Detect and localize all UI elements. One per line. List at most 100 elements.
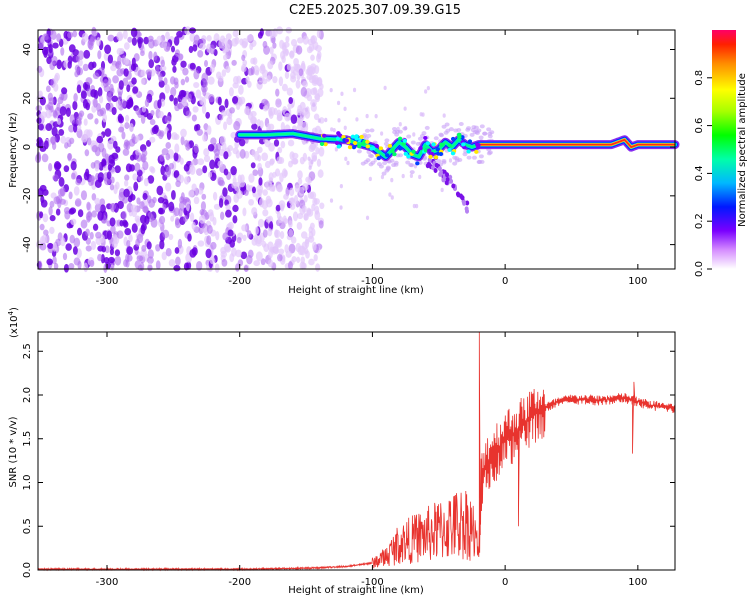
spectrogram-track-speckle	[438, 151, 444, 156]
spectrogram-x-ticks: -300 -200 -100 0 100	[96, 30, 647, 287]
spectrogram-noise-dot	[107, 54, 114, 64]
spectrogram-noise-dot	[118, 80, 124, 90]
spectrogram-noise-dot	[268, 221, 274, 230]
spectrogram-noise-dot	[203, 59, 209, 68]
spectrogram-noise-dot	[259, 197, 265, 208]
spectrogram-noise-dot	[312, 241, 317, 251]
spectrogram-noise-dot	[235, 249, 242, 258]
spectrogram-noise-dot	[177, 53, 184, 61]
spectrogram-noise-dot	[147, 35, 154, 42]
spectrogram-noise-dot	[178, 207, 183, 218]
spectrogram-noise-dot	[43, 33, 49, 41]
colorbar-tick-label: 0.8	[694, 70, 705, 86]
spectrogram-noise-dot	[53, 262, 59, 270]
spectrogram-noise-dot	[221, 259, 228, 267]
spectrogram-signal-halo	[433, 136, 439, 141]
snr-y-tick-label: 1.0	[22, 475, 33, 491]
spectrogram-noise-dot	[160, 165, 166, 176]
spectrogram-noise-dot	[424, 89, 428, 94]
spectrogram-noise-dot	[390, 195, 394, 200]
spectrogram-noise-dot	[75, 55, 81, 63]
spectrogram-noise-dot	[426, 85, 430, 91]
spectrogram-noise-dot	[175, 180, 181, 188]
spectrogram-noise-dot	[317, 169, 324, 178]
spectrogram-noise-dot	[237, 97, 243, 107]
spectrogram-noise-dot	[58, 177, 65, 187]
spectrogram-noise-dot	[263, 45, 270, 55]
spectrogram-noise-dot	[289, 197, 296, 206]
spectrogram-noise-dot	[93, 97, 98, 108]
spectrogram-noise-dot	[339, 183, 343, 189]
spectrogram-noise-dot	[207, 209, 214, 217]
spectrogram-noise-dot	[223, 168, 229, 176]
spectrogram-noise-dot	[80, 134, 88, 143]
spectrogram-signal-halo	[397, 129, 403, 134]
snr-frame	[37, 331, 676, 571]
spectrogram-signal-halo	[489, 130, 495, 135]
spectrogram-noise-dot	[316, 29, 321, 39]
spectrogram-noise-dot	[97, 253, 103, 262]
spectrogram-signal-halo	[469, 132, 475, 137]
spectrogram-noise-dot	[241, 66, 247, 73]
spectrogram-noise-dot	[144, 215, 150, 225]
spectrogram-noise-dot	[337, 118, 341, 123]
spectrogram-y-tick-label: -40	[22, 236, 33, 252]
spectrogram-noise-dot	[168, 259, 176, 267]
spectrogram-noise-dot	[208, 94, 215, 103]
spectrogram-noise-dot	[252, 65, 260, 76]
spectrogram-noise-dot	[97, 87, 103, 97]
spectrogram-noise-dot	[365, 113, 369, 119]
spectrogram-noise-dot	[73, 237, 81, 248]
spectrogram-noise-dot	[277, 147, 283, 154]
spectrogram-noise-dot	[146, 256, 154, 265]
spectrogram-noise-dot	[141, 149, 148, 157]
spectrogram-noise-dot	[103, 263, 108, 273]
spectrogram-noise-dot	[148, 59, 155, 69]
spectrogram-noise-dot	[269, 158, 275, 165]
spectrogram-signal-halo	[376, 162, 382, 167]
spectrogram-noise-dot	[172, 65, 177, 73]
spectrogram-noise-dot	[48, 43, 53, 54]
spectrogram-noise-dot	[123, 141, 129, 150]
spectrogram-noise-dot	[324, 117, 328, 123]
spectrogram-noise-dot	[173, 264, 181, 272]
spectrogram-noise-dot	[147, 249, 154, 259]
spectrogram-noise-dot	[202, 86, 207, 97]
spectrogram-noise-dot	[278, 61, 283, 71]
spectrogram-noise-dot	[233, 120, 241, 131]
spectrogram-noise-dot	[250, 66, 255, 76]
colorbar: 0.0 0.2 0.4 0.6 0.8 Normalized spectral ampl…	[694, 30, 748, 277]
spectrogram-noise-dot	[70, 218, 77, 226]
spectrogram-noise-dot	[334, 147, 338, 152]
spectrogram-noise-dot	[43, 229, 49, 236]
spectrogram-x-tick-label: -100	[361, 276, 384, 287]
spectrogram-noise-dot	[336, 100, 341, 106]
spectrogram-noise-dot	[289, 50, 295, 59]
spectrogram-noise-dot	[57, 96, 64, 105]
spectrogram-noise-dot	[390, 177, 394, 183]
spectrogram-noise-dot	[104, 128, 112, 137]
figure-title: C2E5.2025.307.09.39.G15	[289, 3, 461, 18]
spectrogram-noise-dot	[165, 141, 172, 149]
spectrogram-noise-dot	[42, 213, 49, 223]
snr-x-label: Height of straight line (km)	[288, 585, 424, 596]
spectrogram-noise-dot	[157, 99, 162, 109]
spectrogram-noise-dot	[184, 76, 190, 83]
spectrogram-noise-dot	[193, 69, 200, 80]
spectrogram-noise-dot	[124, 227, 132, 236]
spectrogram-signal-halo	[366, 133, 372, 138]
spectrogram-noise-dot	[89, 231, 94, 240]
spectrogram-noise-dot	[188, 190, 195, 198]
spectrogram-noise-dot	[267, 228, 273, 237]
spectrogram-noise-dot	[158, 215, 166, 225]
spectrogram-side-branch-dot	[462, 200, 467, 206]
spectrogram-track-speckle	[418, 146, 423, 151]
spectrogram-noise-dot	[242, 207, 247, 217]
spectrogram-noise-dot	[242, 234, 247, 242]
spectrogram-noise-dot	[96, 109, 104, 117]
spectrogram-noise-dot	[223, 121, 228, 131]
spectrogram-noise-dot	[170, 87, 177, 97]
spectrogram-noise-dot	[150, 109, 155, 116]
spectrogram-noise-dot	[267, 60, 274, 70]
spectrogram-noise-dot	[189, 212, 195, 222]
